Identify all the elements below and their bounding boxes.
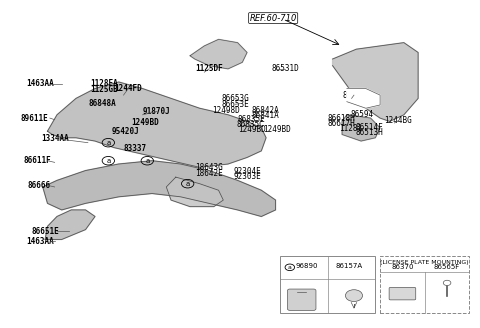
Text: 1249BD: 1249BD: [263, 125, 291, 134]
Text: a: a: [145, 158, 149, 164]
Text: a: a: [106, 158, 110, 164]
Text: 1244BG: 1244BG: [384, 116, 412, 125]
Text: 86565F: 86565F: [434, 264, 460, 270]
Polygon shape: [43, 161, 276, 216]
Polygon shape: [347, 89, 380, 108]
Text: 1249BD: 1249BD: [238, 125, 266, 134]
Text: 86617H: 86617H: [327, 119, 355, 129]
Text: 86618H: 86618H: [327, 114, 355, 123]
Polygon shape: [333, 43, 418, 121]
Text: 86653E: 86653E: [221, 100, 249, 109]
Text: 86841A: 86841A: [251, 111, 279, 120]
Text: 1249BD: 1249BD: [131, 117, 159, 127]
Text: 86514F: 86514F: [356, 123, 384, 133]
Text: 12498D: 12498D: [212, 106, 240, 115]
Text: 86653G: 86653G: [221, 94, 249, 103]
Polygon shape: [48, 82, 266, 167]
Bar: [380, 256, 469, 313]
Text: 86666: 86666: [28, 181, 51, 190]
Text: 86157A: 86157A: [336, 263, 363, 269]
Text: 18643G: 18643G: [195, 163, 223, 173]
Text: 86910: 86910: [342, 91, 366, 100]
Text: 89611E: 89611E: [21, 113, 48, 123]
Text: 18642E: 18642E: [195, 169, 223, 178]
Circle shape: [444, 280, 451, 285]
Text: REF.60-710: REF.60-710: [250, 13, 297, 23]
Text: 86651E: 86651E: [31, 227, 59, 236]
Text: 86594: 86594: [351, 110, 374, 119]
Text: 86611F: 86611F: [23, 156, 51, 165]
Text: a: a: [288, 265, 292, 270]
Text: 83337: 83337: [124, 144, 147, 153]
Polygon shape: [45, 210, 95, 239]
Text: 92303E: 92303E: [233, 172, 261, 181]
Text: 1334AA: 1334AA: [41, 134, 69, 143]
Text: (LICENSE PLATE MOUNTING): (LICENSE PLATE MOUNTING): [381, 260, 469, 265]
Text: 1125DF: 1125DF: [195, 64, 223, 73]
Text: 1125GB: 1125GB: [91, 85, 119, 94]
Text: 1463AA: 1463AA: [26, 236, 54, 246]
Text: 86513H: 86513H: [356, 128, 384, 137]
Text: 86531D: 86531D: [271, 64, 299, 73]
Text: a: a: [186, 181, 190, 187]
Text: a: a: [106, 140, 110, 146]
FancyBboxPatch shape: [288, 289, 316, 310]
Polygon shape: [190, 39, 247, 69]
Circle shape: [346, 290, 362, 301]
Text: 11281: 11281: [339, 124, 362, 133]
Polygon shape: [342, 115, 380, 141]
Text: 86835C: 86835C: [237, 120, 265, 129]
Text: 91870J: 91870J: [143, 107, 171, 116]
FancyBboxPatch shape: [389, 287, 416, 300]
Polygon shape: [166, 177, 223, 207]
Text: 1128EA: 1128EA: [91, 79, 119, 88]
Text: 92304E: 92304E: [233, 167, 261, 176]
Text: 86370: 86370: [391, 264, 414, 270]
Text: 96890: 96890: [295, 263, 318, 269]
Text: 86842A: 86842A: [251, 106, 279, 115]
Text: 86848A: 86848A: [88, 99, 116, 108]
Text: 1244FD: 1244FD: [114, 84, 142, 93]
Text: 95420J: 95420J: [112, 127, 140, 136]
Text: 86835E: 86835E: [238, 115, 266, 124]
Bar: [280, 256, 375, 313]
Text: 1463AA: 1463AA: [26, 79, 54, 88]
